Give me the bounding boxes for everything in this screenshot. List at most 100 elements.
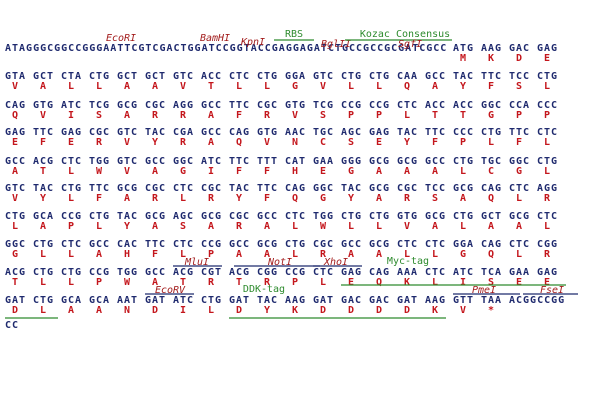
amino-acid: G <box>320 193 327 204</box>
codon: GCT <box>33 71 54 82</box>
codon: GTG <box>397 211 418 222</box>
codon: CAA <box>397 71 418 82</box>
amino-acid: V <box>404 221 411 232</box>
codon: GTT <box>453 295 474 306</box>
codon: CTG <box>257 71 278 82</box>
codon: GCT <box>117 71 138 82</box>
restriction-site-label: BamHI <box>200 33 230 44</box>
codon: ACC <box>201 71 222 82</box>
codon: AGC <box>341 127 362 138</box>
codon: CTG <box>537 156 558 167</box>
restriction-site-label: KpnI <box>240 37 265 48</box>
restriction-site-label: MluI <box>184 257 209 268</box>
amino-acid: P <box>96 277 103 288</box>
amino-acid: W <box>320 221 327 232</box>
amino-acid: T <box>12 277 19 288</box>
codon: GAA <box>509 267 530 278</box>
codon: CTC <box>397 100 418 111</box>
codon: CTG <box>453 211 474 222</box>
codon: TAC <box>397 127 418 138</box>
codon: GCC <box>145 156 166 167</box>
codon: GGC <box>173 156 194 167</box>
amino-acid: V <box>12 193 19 204</box>
amino-acid: P <box>544 110 551 121</box>
amino-acid: F <box>96 193 103 204</box>
codon: TCG <box>313 100 334 111</box>
amino-acid: G <box>12 249 19 260</box>
amino-acid: K <box>488 53 495 64</box>
codon: GGC <box>5 239 26 250</box>
codon: CCA <box>509 100 530 111</box>
codon: CTC <box>61 239 82 250</box>
codon: CTC <box>537 127 558 138</box>
codon: CGG <box>537 239 558 250</box>
codon: CAG <box>481 239 502 250</box>
codon: TTC <box>509 127 530 138</box>
amino-acid: S <box>488 277 495 288</box>
codon: GCC <box>257 211 278 222</box>
amino-acid: L <box>544 81 551 92</box>
amino-acid: P <box>516 110 523 121</box>
amino-acid: F <box>236 166 243 177</box>
amino-acid: A <box>460 193 467 204</box>
amino-acid: L <box>376 221 383 232</box>
codon: GCG <box>397 156 418 167</box>
codon: CCC <box>453 127 474 138</box>
amino-acid: S <box>320 110 327 121</box>
codon: CTG <box>89 71 110 82</box>
codon: GCC <box>201 127 222 138</box>
amino-acid: A <box>236 249 243 260</box>
restriction-site-label: SgfI <box>398 39 422 50</box>
codon: ACC <box>453 100 474 111</box>
amino-acid: Q <box>488 249 495 260</box>
amino-acid: H <box>292 166 299 177</box>
amino-acid: I <box>68 110 75 121</box>
amino-acid: D <box>12 305 19 316</box>
dna-sequence: CC <box>5 320 19 331</box>
codon: GCG <box>369 239 390 250</box>
amino-acid: L <box>12 221 19 232</box>
restriction-site-label: PmeI <box>472 285 496 296</box>
amino-acid: R <box>544 249 551 260</box>
dna-sequence: ATAGGGCGGCCGGGAATTCGTCGACTGGATCCGGTACCGA… <box>5 43 447 54</box>
amino-acid: E <box>544 53 551 64</box>
codon: GCG <box>257 239 278 250</box>
amino-acid: L <box>292 221 299 232</box>
amino-acid: A <box>68 305 75 316</box>
codon: GCT <box>481 211 502 222</box>
amino-acid: T <box>236 277 243 288</box>
codon: GCG <box>117 100 138 111</box>
codon: CTG <box>369 211 390 222</box>
amino-acid: L <box>432 249 439 260</box>
amino-acid: L <box>68 193 75 204</box>
codon: GAC <box>509 43 530 54</box>
codon: CTC <box>509 239 530 250</box>
codon: AAG <box>285 295 306 306</box>
amino-acid: L <box>432 277 439 288</box>
amino-acid: C <box>488 166 495 177</box>
amino-acid: F <box>236 110 243 121</box>
codon: TGG <box>117 267 138 278</box>
codon: CTC <box>397 239 418 250</box>
codon: TAC <box>229 183 250 194</box>
amino-acid: A <box>264 249 271 260</box>
amino-acid: E <box>516 277 523 288</box>
codon: AAC <box>285 127 306 138</box>
codon: AAG <box>425 295 446 306</box>
codon: GTC <box>117 156 138 167</box>
codon: GCC <box>341 239 362 250</box>
codon: GAT <box>5 295 26 306</box>
amino-acid: L <box>40 305 47 316</box>
codon: CGC <box>145 100 166 111</box>
codon: GCG <box>509 211 530 222</box>
codon: AGG <box>173 100 194 111</box>
amino-acid: I <box>460 277 467 288</box>
feature-label: Kozac Consensus <box>360 29 450 40</box>
codon: CTC <box>537 211 558 222</box>
codon: ACG <box>229 267 250 278</box>
amino-acid: Q <box>12 110 19 121</box>
codon: ATC <box>453 267 474 278</box>
amino-acid: L <box>460 221 467 232</box>
amino-acid: F <box>516 137 523 148</box>
